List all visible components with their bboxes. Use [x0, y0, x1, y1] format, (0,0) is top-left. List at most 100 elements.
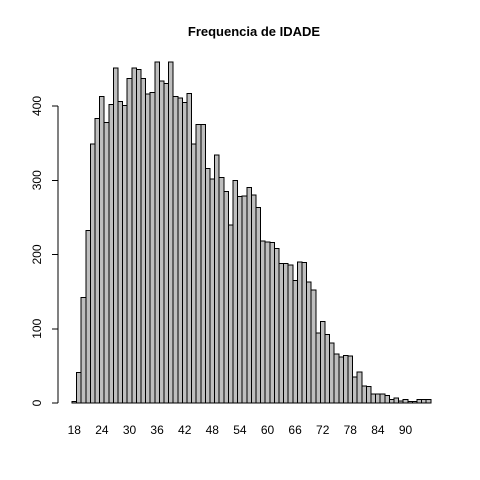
y-tick-label-300: 300	[30, 170, 44, 190]
y-tick-label-400: 400	[30, 96, 44, 116]
bar-age-71	[315, 332, 321, 404]
x-tick-label-60: 60	[261, 423, 275, 437]
bar-age-77	[342, 354, 349, 404]
bar-age-58	[255, 207, 262, 404]
bar-age-91	[407, 401, 413, 404]
bar-age-59	[260, 240, 266, 404]
bars-group	[71, 61, 432, 404]
x-tick-label-30: 30	[123, 423, 137, 437]
bar-age-65	[287, 264, 294, 404]
bar-age-83	[370, 393, 377, 404]
bar-age-89	[398, 400, 404, 404]
bar-age-70	[310, 289, 317, 404]
bar-age-79	[352, 376, 358, 404]
bar-age-40	[172, 95, 179, 404]
bar-age-63	[278, 262, 285, 404]
bar-age-67	[296, 261, 303, 404]
bar-age-85	[379, 393, 386, 404]
y-axis: 0 100 200 300 400	[30, 96, 59, 406]
bar-age-86	[384, 395, 390, 404]
bar-age-35	[149, 92, 156, 404]
bar-age-55	[241, 195, 248, 404]
bar-age-22	[89, 143, 96, 404]
bar-age-82	[365, 386, 372, 404]
bar-age-81	[361, 385, 367, 404]
bar-age-48	[209, 178, 216, 404]
bar-age-51	[223, 190, 229, 404]
bar-age-52	[227, 224, 234, 404]
x-tick-label-18: 18	[68, 423, 82, 437]
bar-age-49	[214, 154, 220, 404]
bar-age-84	[375, 393, 381, 404]
bar-age-60	[264, 241, 271, 404]
bar-age-28	[117, 101, 124, 404]
bar-age-54	[237, 196, 243, 404]
bar-age-31	[131, 67, 137, 404]
bar-age-78	[347, 355, 354, 404]
bar-age-23	[94, 118, 101, 404]
x-tick-label-42: 42	[178, 423, 192, 437]
bar-age-34	[145, 93, 151, 404]
bar-age-69	[306, 281, 312, 404]
bar-age-46	[200, 124, 206, 404]
bar-age-30	[126, 78, 133, 404]
bar-age-44	[191, 143, 197, 404]
bar-age-80	[356, 371, 363, 404]
bar-age-93	[416, 398, 423, 404]
bar-age-21	[85, 230, 91, 404]
bar-age-26	[108, 104, 114, 404]
bar-age-29	[122, 104, 128, 404]
x-tick-label-90: 90	[399, 423, 413, 437]
bar-age-38	[163, 83, 170, 404]
bar-age-27	[112, 67, 119, 404]
y-tick-label-200: 200	[30, 244, 44, 264]
bar-age-90	[402, 398, 409, 404]
bar-age-94	[421, 398, 427, 404]
bar-age-37	[158, 80, 165, 404]
bar-age-43	[186, 92, 193, 404]
bar-age-72	[319, 320, 326, 404]
bar-age-74	[329, 342, 335, 404]
bar-age-41	[177, 97, 183, 404]
bar-age-20	[80, 297, 87, 404]
bar-age-19	[76, 372, 82, 404]
bar-age-57	[250, 194, 257, 404]
bar-age-32	[135, 69, 142, 404]
bar-age-61	[269, 242, 275, 404]
bar-age-92	[411, 401, 418, 404]
chart-title: Frequencia de IDADE	[188, 24, 321, 39]
bar-age-18	[71, 401, 78, 404]
bar-age-66	[292, 279, 298, 404]
bar-age-62	[273, 248, 280, 404]
bar-age-24	[99, 95, 105, 404]
x-tick-label-66: 66	[288, 423, 302, 437]
y-tick-label-100: 100	[30, 318, 44, 338]
bar-age-64	[283, 262, 289, 404]
x-tick-label-36: 36	[150, 423, 164, 437]
x-tick-label-78: 78	[344, 423, 358, 437]
bar-age-50	[218, 176, 225, 404]
bar-age-75	[333, 353, 340, 404]
bar-age-25	[103, 121, 110, 404]
bar-age-56	[246, 187, 252, 404]
bar-age-47	[204, 167, 211, 404]
bar-age-39	[168, 61, 174, 404]
x-tick-label-48: 48	[206, 423, 220, 437]
bar-age-68	[301, 262, 308, 404]
x-tick-label-24: 24	[95, 423, 109, 437]
bar-age-45	[195, 124, 202, 404]
y-tick-label-0: 0	[30, 399, 44, 406]
bar-age-53	[232, 179, 239, 404]
bar-age-42	[181, 101, 188, 404]
bar-age-36	[154, 61, 160, 404]
bar-age-76	[338, 356, 344, 404]
bar-age-73	[324, 334, 331, 404]
x-axis-labels: 18 24 30 36 42 48 54 60 66 72 78 84 90	[68, 423, 413, 437]
bar-age-87	[388, 398, 395, 404]
x-tick-label-72: 72	[316, 423, 330, 437]
bar-age-88	[393, 397, 400, 404]
x-tick-label-84: 84	[371, 423, 385, 437]
bar-age-95	[425, 398, 432, 404]
